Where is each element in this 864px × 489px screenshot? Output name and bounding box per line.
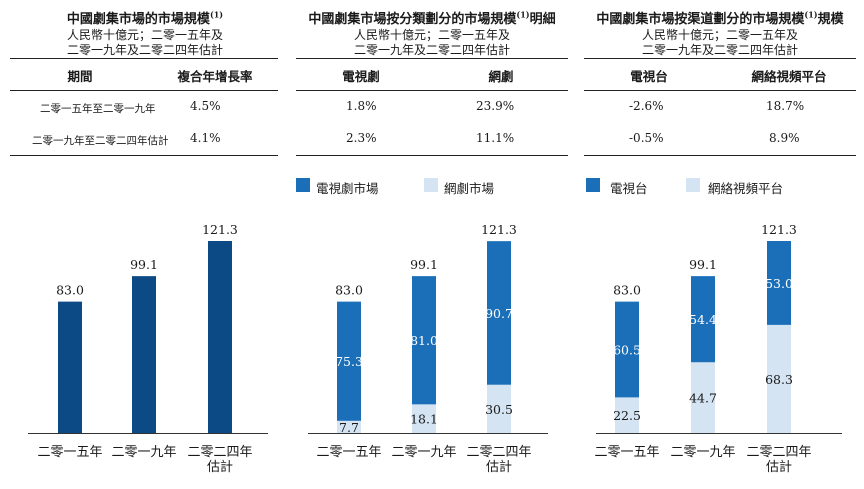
panel2-subtitle-2: 二零一九年及二零二四年估計 <box>353 43 510 57</box>
total-label: 99.1 <box>689 257 717 272</box>
total-label: 121.3 <box>202 222 238 237</box>
table-top-rule <box>296 58 568 59</box>
table-cell: 1.8% <box>346 99 377 113</box>
bar-segment <box>487 241 511 385</box>
bar-segment <box>412 404 436 433</box>
bar-segment <box>615 397 639 433</box>
data-label: 90.7 <box>485 306 513 321</box>
data-label: 81.0 <box>410 333 438 348</box>
table-header-rule <box>296 90 568 91</box>
x-tick-label: 二零一五年 <box>37 445 102 460</box>
data-label: 75.3 <box>335 354 363 369</box>
x-tick-label: 二零二四年 <box>466 445 531 460</box>
data-label: 44.7 <box>689 391 717 406</box>
x-tick-label: 估計 <box>486 459 512 475</box>
bar-segment <box>337 301 361 421</box>
panel1-title: 中國劇集市場的市場規模(1) <box>66 9 224 27</box>
x-tick-label: 二零一五年 <box>594 445 659 460</box>
bar <box>208 241 232 433</box>
panel2-title: 中國劇集市場按分類劃分的市場規模(1)明細 <box>308 9 556 27</box>
bar-segment <box>767 324 791 433</box>
bar <box>58 301 82 433</box>
data-label: 7.7 <box>339 420 359 435</box>
panel-market-size: 中國劇集市場的市場規模(1) 人民幣十億元；二零一五年及 二零一九年及二零二四年… <box>10 0 280 489</box>
total-label: 121.3 <box>761 222 797 237</box>
data-label: 60.5 <box>613 343 641 358</box>
legend-swatch-web-drama <box>424 178 438 192</box>
x-tick-label: 二零二四年 <box>746 445 811 460</box>
table-header-rule <box>10 90 278 91</box>
bar-segment <box>615 301 639 398</box>
table-header: 複合年增長率 <box>177 69 253 84</box>
data-label: 30.5 <box>485 402 513 417</box>
table-header: 期間 <box>67 69 93 84</box>
table-bottom-rule <box>10 155 278 156</box>
table-cell: 二零一九年至二零二四年估計 <box>32 135 169 147</box>
bar-segment <box>691 362 715 433</box>
bar-segment <box>691 276 715 363</box>
table-cell: -2.6% <box>629 99 664 113</box>
data-label: 54.4 <box>689 312 717 327</box>
total-label: 83.0 <box>613 283 641 298</box>
total-label: 121.3 <box>481 222 517 237</box>
legend-swatch-tv-station <box>586 178 600 192</box>
table-cell: 4.5% <box>190 99 221 113</box>
data-label: 68.3 <box>765 372 793 387</box>
x-tick-label: 估計 <box>207 459 233 475</box>
table-cell: 18.7% <box>766 99 805 113</box>
x-tick-label: 估計 <box>766 459 792 475</box>
table-cell: 11.1% <box>476 131 515 145</box>
total-label: 99.1 <box>130 257 158 272</box>
x-tick-label: 二零一九年 <box>670 445 735 460</box>
table-header: 網絡視頻平台 <box>751 69 827 84</box>
table-cell: 2.3% <box>346 131 377 145</box>
x-tick-label: 二零一五年 <box>316 445 381 460</box>
legend-label: 網劇市場 <box>444 181 495 196</box>
panel2-subtitle-1: 人民幣十億元；二零一五年及 <box>353 28 510 42</box>
panel3-title: 中國劇集市場按渠道劃分的市場規模(1)規模 <box>596 9 844 27</box>
panel3-subtitle-1: 人民幣十億元；二零一五年及 <box>641 28 798 42</box>
table-header: 網劇 <box>488 69 514 84</box>
data-label: 18.1 <box>410 412 438 427</box>
table-cell: 8.9% <box>769 131 800 145</box>
bar-segment <box>337 420 361 433</box>
total-label: 99.1 <box>410 257 438 272</box>
legend-swatch-tv-drama <box>296 178 310 192</box>
panel1-subtitle-2: 二零一九年及二零二四年估計 <box>66 43 223 57</box>
x-tick-label: 二零二四年 <box>187 445 252 460</box>
table-header: 電視劇 <box>342 69 380 84</box>
data-label: 22.5 <box>613 408 641 423</box>
table-header: 電視台 <box>630 69 668 84</box>
bar <box>132 276 156 433</box>
table-bottom-rule <box>296 155 568 156</box>
table-cell: 4.1% <box>190 131 221 145</box>
legend-label: 電視台 <box>610 181 648 196</box>
bar-segment <box>487 384 511 433</box>
panel3-subtitle-2: 二零一九年及二零二四年估計 <box>641 43 798 57</box>
total-label: 83.0 <box>335 283 363 298</box>
x-tick-label: 二零一九年 <box>391 445 456 460</box>
table-bottom-rule <box>584 155 856 156</box>
table-cell: 23.9% <box>476 99 515 113</box>
table-cell: -0.5% <box>629 131 664 145</box>
table-top-rule <box>10 58 278 59</box>
panel1-subtitle-1: 人民幣十億元；二零一五年及 <box>66 28 223 42</box>
table-cell: 二零一五年至二零一九年 <box>40 103 156 115</box>
panel-market-by-category: 中國劇集市場按分類劃分的市場規模(1)明細 人民幣十億元；二零一五年及 二零一九… <box>296 0 568 489</box>
table-header-rule <box>584 90 856 91</box>
bar-segment <box>767 241 791 325</box>
legend-swatch-online-platform <box>686 178 700 192</box>
x-tick-label: 二零一九年 <box>111 445 176 460</box>
total-label: 83.0 <box>56 283 84 298</box>
table-top-rule <box>584 58 856 59</box>
bar-segment <box>412 276 436 405</box>
legend-label: 電視劇市場 <box>316 181 379 196</box>
legend-label: 網絡視頻平台 <box>708 181 784 196</box>
data-label: 53.0 <box>765 276 793 291</box>
panel-market-by-channel: 中國劇集市場按渠道劃分的市場規模(1)規模 人民幣十億元；二零一五年及 二零一九… <box>584 0 856 489</box>
